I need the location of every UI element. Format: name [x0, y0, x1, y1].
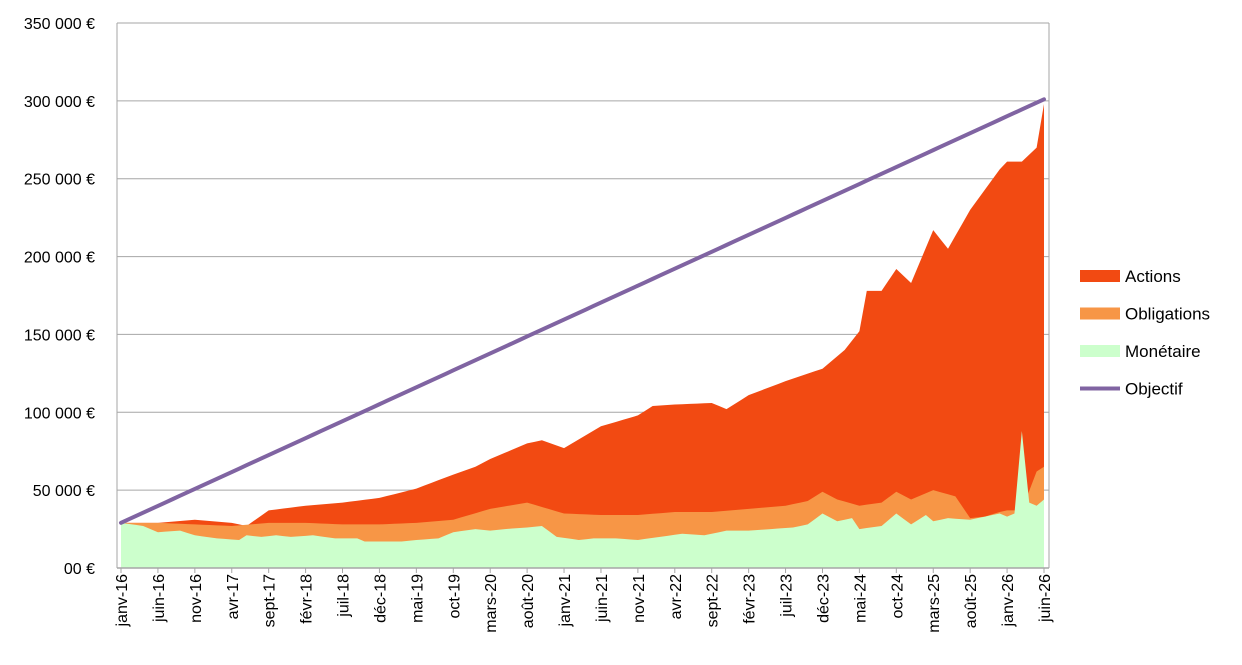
y-axis-tick-labels: 00 € 50 000 € 100 000 € 150 000 € 200 000 € 2… [24, 16, 95, 578]
y-tick-label: 100 000 € [24, 405, 95, 422]
y-tick-label: 350 000 € [24, 16, 95, 33]
x-tick-label: mars-25 [926, 574, 943, 633]
y-tick-label: 250 000 € [24, 172, 95, 189]
y-tick-label: 200 000 € [24, 250, 95, 267]
series-areas [121, 103, 1044, 568]
x-tick-label: juin-16 [151, 574, 168, 623]
x-tick-label: août-20 [520, 574, 537, 628]
legend-label-monetaire: Monétaire [1125, 342, 1201, 361]
x-tick-label: janv-16 [114, 574, 131, 628]
x-tick-label: août-25 [963, 574, 980, 628]
x-tick-label: juil-23 [779, 574, 796, 618]
x-tick-label: mai-19 [409, 574, 426, 623]
x-tick-label: oct-19 [446, 574, 463, 619]
area-actions [121, 103, 1044, 568]
x-tick-label: juin-21 [594, 574, 611, 623]
x-tick-label: nov-16 [188, 574, 205, 623]
x-tick-label: sept-22 [705, 574, 722, 627]
x-tick-label: nov-21 [631, 574, 648, 623]
legend-swatch-obligations [1080, 307, 1120, 320]
x-tick-label: oct-24 [889, 574, 906, 619]
axes [116, 23, 1050, 569]
y-tick-label: 300 000 € [24, 94, 95, 111]
x-tick-label: déc-18 [372, 574, 389, 623]
x-tick-label: déc-23 [815, 574, 832, 623]
x-tick-label: avr-22 [668, 574, 685, 619]
y-tick-label: 150 000 € [24, 327, 95, 344]
y-tick-label: 50 000 € [33, 483, 95, 500]
x-tick-label: janv-21 [557, 574, 574, 628]
legend: Actions Obligations Monétaire Objectif [1080, 267, 1210, 399]
x-tick-label: févr-18 [299, 574, 316, 624]
objectif-line [119, 97, 1046, 525]
x-tick-label: juil-18 [336, 574, 353, 618]
legend-swatch-monetaire [1080, 345, 1120, 357]
x-axis-tick-labels: janv-16 juin-16 nov-16 avr-17 sept-17 févr-18… [114, 568, 1054, 633]
x-tick-label: sept-17 [262, 574, 279, 627]
legend-label-obligations: Obligations [1125, 305, 1210, 324]
x-tick-label: mars-20 [483, 574, 500, 633]
x-tick-label: juin-26 [1037, 574, 1054, 623]
y-tick-label: 00 € [64, 561, 95, 578]
legend-swatch-actions [1080, 270, 1120, 282]
x-tick-label: avr-17 [225, 574, 242, 619]
x-tick-label: févr-23 [742, 574, 759, 624]
legend-label-objectif: Objectif [1125, 380, 1183, 399]
area-monetaire [121, 430, 1044, 568]
legend-label-actions: Actions [1125, 267, 1181, 286]
x-tick-label: janv-26 [1000, 574, 1017, 628]
objectif-line-layer [119, 97, 1046, 525]
x-tick-label: mai-24 [852, 574, 869, 623]
